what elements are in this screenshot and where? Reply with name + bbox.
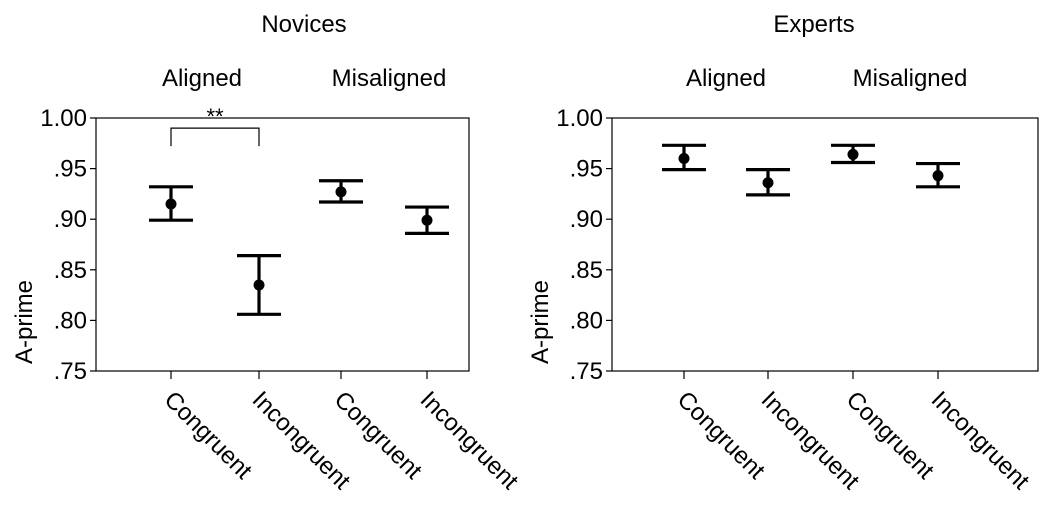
- category-label: Incongruent: [926, 386, 1035, 495]
- error-bars: [662, 143, 960, 197]
- group-label-aligned: Aligned: [686, 65, 766, 92]
- significance-annotations: **: [170, 104, 260, 147]
- mean-point: [253, 279, 265, 291]
- panel-title: Novices: [261, 11, 346, 38]
- y-tick-label: .95: [570, 156, 603, 183]
- error-bars: [149, 179, 449, 316]
- plot-frame: [95, 117, 470, 372]
- mean-point: [932, 170, 944, 182]
- y-axis-label: A-prime: [11, 280, 38, 364]
- y-axis-ticks: 1.00 .95 .90 .85 .80 .75: [556, 105, 939, 385]
- y-tick-label: .90: [54, 206, 87, 233]
- y-tick-label: .80: [570, 307, 603, 334]
- y-tick-label: .95: [54, 156, 87, 183]
- experts-panel: Experts Aligned Misaligned A-prime 1.00.…: [527, 11, 1039, 495]
- mean-point: [335, 186, 347, 198]
- significance-label: **: [206, 104, 224, 129]
- plot-frame: [611, 117, 1039, 372]
- significance-bracket: [170, 127, 260, 147]
- y-tick-label: .75: [570, 358, 603, 385]
- group-label-misaligned: Misaligned: [332, 65, 447, 92]
- group-label-misaligned: Misaligned: [853, 65, 968, 92]
- y-tick-label: .90: [570, 206, 603, 233]
- mean-point: [165, 198, 177, 210]
- novices-panel: Novices Aligned Misaligned A-prime 1.00.…: [11, 11, 524, 495]
- y-tick-label: 1.00: [40, 105, 87, 132]
- mean-point: [847, 148, 859, 160]
- mean-point: [762, 177, 774, 189]
- y-tick-label: .75: [54, 358, 87, 385]
- panel-title: Experts: [773, 11, 854, 38]
- y-axis-ticks: 1.00 .95 .90 .85 .80 .75: [40, 105, 428, 385]
- category-label: Congruent: [672, 386, 771, 485]
- y-tick-label: 1.00: [556, 105, 603, 132]
- mean-point: [678, 152, 690, 164]
- y-axis-label: A-prime: [527, 280, 554, 364]
- category-label: Incongruent: [415, 386, 524, 495]
- y-tick-label: .85: [54, 257, 87, 284]
- y-tick-label: .85: [570, 257, 603, 284]
- group-label-aligned: Aligned: [162, 65, 242, 92]
- mean-point: [421, 214, 433, 226]
- category-label: Congruent: [159, 386, 258, 485]
- y-tick-label: .80: [54, 307, 87, 334]
